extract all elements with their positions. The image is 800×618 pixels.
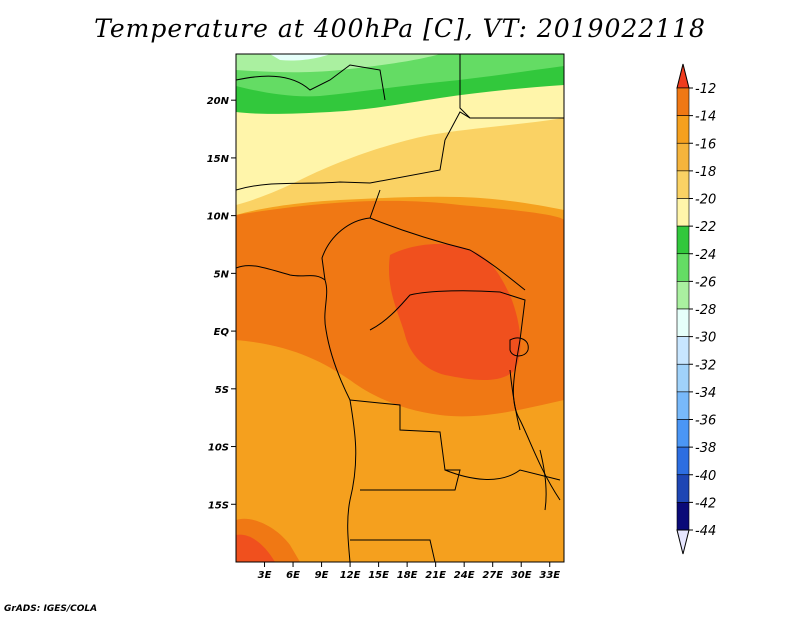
border-angola [349, 399, 461, 491]
colorbar-label: -28 [695, 303, 716, 318]
colorbar-label: -18 [695, 165, 716, 180]
y-tick-label: 5S [215, 385, 229, 396]
colorbar-swatch [676, 198, 690, 227]
border-zambia [444, 469, 561, 481]
colorbar-label: -16 [695, 137, 716, 152]
y-tick-label: EQ [214, 327, 230, 338]
coastline [236, 265, 357, 562]
colorbar-label: -44 [695, 524, 716, 539]
colorbar-label: -40 [695, 469, 716, 484]
colorbar-swatch [676, 308, 690, 337]
colorbar-swatch [676, 225, 690, 255]
colorbar-label: -32 [695, 358, 716, 373]
border-niger-chad [236, 139, 446, 191]
credit-text: GrADS: IGES/COLA [4, 604, 98, 614]
x-axis: 3E 6E 9E 12E 15E 18E 21E 24E 27E 30E 33E [258, 562, 560, 581]
lake-malawi [539, 449, 547, 511]
field-sw-warmer [236, 534, 275, 562]
colorbar-label: -22 [695, 220, 716, 235]
chart-title: Temperature at 400hPa [C], VT: 201902211… [94, 14, 706, 43]
colorbar-swatch [676, 253, 690, 282]
colorbar-top-arrow [676, 63, 690, 89]
colorbar-label: -34 [695, 386, 716, 401]
y-tick-label: 15S [208, 500, 229, 511]
field-north-cyan [270, 54, 330, 61]
colorbar-label: -38 [695, 441, 716, 456]
colorbar-bottom-arrow [676, 529, 690, 555]
colorbar-label: -24 [695, 248, 716, 263]
colorbar-swatch [676, 446, 690, 476]
colorbar-swatch [676, 142, 690, 172]
colorbar-label: -14 [695, 110, 716, 125]
x-tick-label: 3E [258, 570, 272, 581]
colorbar-swatch [676, 115, 690, 144]
x-tick-label: 21E [425, 570, 446, 581]
x-tick-label: 27E [482, 570, 503, 581]
colorbar-swatch [676, 336, 690, 365]
colorbar-label: -26 [695, 275, 716, 290]
y-tick-label: 10S [208, 443, 229, 454]
colorbar-swatch [676, 281, 690, 310]
border-car [369, 217, 526, 291]
map-borders [236, 54, 564, 562]
colorbar: -12 -14 -16 -18 -20 -22 -24 -26 -28 -30 -32 -34 -36 -… [676, 63, 716, 555]
border-libya-egypt [459, 54, 471, 119]
colorbar-label: -42 [695, 496, 716, 511]
colorbar-swatch [676, 363, 690, 393]
colorbar-swatch [676, 474, 690, 503]
colorbar-swatch [676, 391, 690, 420]
y-tick-label: 15N [207, 154, 230, 165]
x-tick-label: 18E [397, 570, 418, 581]
colorbar-swatch [676, 419, 690, 448]
x-tick-label: 12E [340, 570, 361, 581]
lake-victoria [509, 337, 529, 357]
y-tick-label: 5N [214, 269, 230, 280]
lake-tanganyika [509, 369, 521, 431]
colorbar-label: -12 [695, 82, 716, 97]
colorbar-label: -36 [695, 414, 716, 429]
y-tick-label: 20N [207, 96, 230, 107]
x-tick-label: 30E [511, 570, 532, 581]
x-tick-label: 6E [286, 570, 300, 581]
y-tick-label: 10N [207, 212, 230, 223]
border-drc [369, 290, 561, 501]
border-sudan [444, 111, 564, 141]
map-field [236, 54, 564, 562]
border-algeria [236, 64, 386, 101]
x-tick-label: 15E [368, 570, 389, 581]
x-tick-label: 9E [315, 570, 329, 581]
border-namibia [350, 539, 436, 562]
field-core-warm [388, 244, 521, 380]
border-nigeria [321, 189, 381, 281]
y-axis: 20N 15N 10N 5N EQ 5S 10S 15S [207, 96, 236, 511]
colorbar-label: -20 [695, 193, 716, 208]
x-tick-label: 24E [454, 570, 475, 581]
colorbar-swatch [676, 502, 690, 531]
x-tick-label: 33E [539, 570, 560, 581]
colorbar-swatch [676, 170, 690, 199]
colorbar-swatch [676, 87, 690, 116]
map-frame [235, 53, 565, 563]
colorbar-label: -30 [695, 331, 716, 346]
